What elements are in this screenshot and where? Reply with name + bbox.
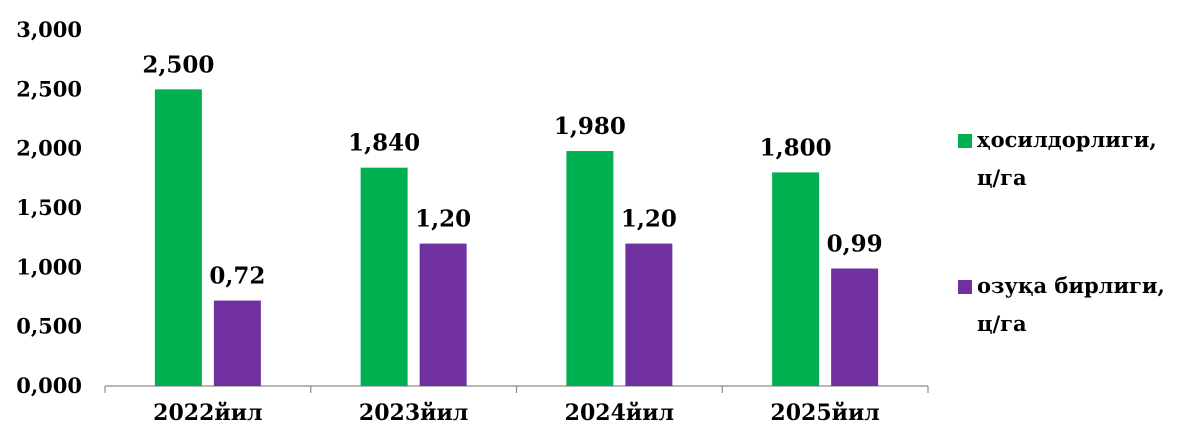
bar-series-2 (213, 300, 261, 386)
category-label: 2023йил (359, 400, 468, 426)
bar-data-label: 1,980 (554, 113, 626, 140)
bars (154, 89, 879, 386)
y-tick-label: 1,000 (16, 254, 82, 279)
y-tick-label: 3,000 (16, 17, 82, 42)
bar-series-1 (154, 89, 202, 386)
y-tick-label: 0,500 (16, 314, 82, 339)
bar-data-label: 1,20 (621, 206, 677, 233)
bar-data-label: 1,840 (348, 130, 420, 157)
bar-series-2 (419, 243, 467, 386)
legend-label: ц/га (977, 311, 1027, 336)
bar-data-label: 2,500 (142, 51, 214, 78)
category-label: 2022йил (153, 400, 262, 426)
bar-series-2 (831, 268, 879, 386)
legend-label: ҳосилдорлиги, (977, 127, 1157, 152)
category-label: 2024йил (565, 400, 674, 426)
bar-series-1 (360, 167, 408, 386)
y-axis-ticks: 0,000 0,500 1,000 1,500 2,000 2,500 3,000 (16, 17, 82, 398)
legend-swatch (958, 280, 972, 294)
y-tick-label: 2,000 (16, 136, 82, 161)
bar-data-label: 1,800 (760, 134, 832, 161)
data-labels: 2,500 1,840 1,980 1,800 0,72 1,20 1,20 0,99 (142, 51, 882, 289)
category-labels: 2022йил 2023йил 2024йил 2025йил (153, 400, 880, 426)
y-tick-label: 0,000 (16, 373, 82, 398)
y-tick-label: 1,500 (16, 195, 82, 220)
category-label: 2025йил (770, 400, 879, 426)
legend-label: озуқа бирлиги, (977, 273, 1165, 298)
bar-data-label: 0,72 (209, 263, 265, 290)
legend-label: ц/га (977, 165, 1027, 190)
bar-series-1 (566, 151, 614, 386)
y-tick-label: 2,500 (16, 76, 82, 101)
legend: ҳосилдорлиги, ц/га озуқа бирлиги, ц/га (958, 127, 1165, 336)
bar-series-2 (625, 243, 673, 386)
legend-swatch (958, 134, 972, 148)
x-axis (104, 385, 929, 393)
bar-data-label: 0,99 (827, 231, 883, 258)
bar-data-label: 1,20 (415, 206, 471, 233)
bar-series-1 (772, 172, 820, 386)
